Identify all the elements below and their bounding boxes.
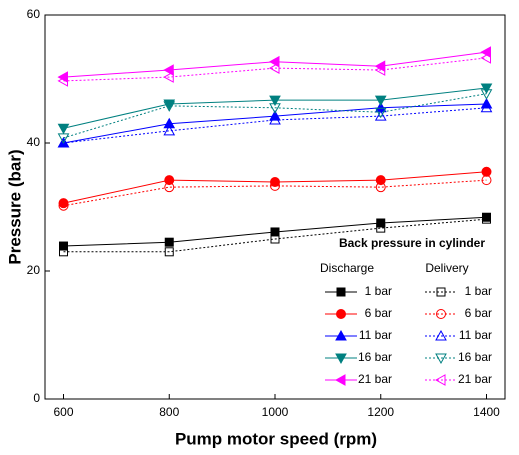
y-tick-label: 60 — [27, 7, 41, 21]
y-tick-label: 0 — [33, 391, 40, 405]
marker — [58, 198, 69, 209]
legend-marker — [335, 353, 347, 365]
marker — [57, 123, 70, 135]
marker — [374, 110, 387, 121]
marker — [163, 124, 176, 136]
plot-frame — [44, 14, 506, 400]
legend-label: 1 bar — [465, 284, 492, 298]
marker — [269, 113, 281, 125]
marker — [163, 117, 176, 129]
legend-label: 11 bar — [359, 328, 392, 342]
legend-marker — [436, 309, 446, 319]
marker — [480, 101, 493, 113]
marker — [59, 241, 69, 251]
legend-marker — [335, 329, 347, 341]
legend-label: 11 bar — [459, 328, 492, 342]
marker — [481, 212, 491, 222]
y-tick-label: 20 — [27, 263, 41, 277]
legend-label: 16 bar — [358, 350, 392, 364]
legend-marker — [336, 287, 346, 297]
legend-marker — [434, 374, 446, 386]
marker — [480, 52, 491, 64]
marker — [164, 182, 175, 193]
marker — [57, 133, 70, 144]
legend-title: Back pressure in cylinder — [339, 236, 485, 250]
marker — [270, 177, 280, 188]
marker — [59, 247, 69, 257]
marker — [374, 107, 387, 119]
series-line — [63, 218, 487, 253]
marker — [270, 234, 280, 244]
marker — [164, 247, 174, 257]
marker — [374, 95, 387, 107]
marker — [57, 136, 70, 148]
series-line — [63, 171, 487, 204]
marker — [269, 95, 281, 107]
marker — [481, 166, 492, 177]
marker — [480, 89, 493, 100]
x-tick-label: 1200 — [367, 405, 394, 419]
legend-label: 6 bar — [365, 306, 392, 320]
marker — [163, 64, 174, 76]
series-line — [63, 179, 487, 207]
legend-label: 1 bar — [365, 284, 392, 298]
legend-column-title: Discharge — [320, 261, 374, 275]
x-tick-label: 1400 — [473, 405, 500, 419]
legend-label: 16 bar — [458, 350, 492, 364]
marker — [164, 175, 175, 186]
marker — [269, 103, 281, 114]
series-line — [63, 107, 487, 144]
x-tick-label: 1000 — [262, 405, 289, 419]
series-line — [63, 57, 487, 82]
marker — [163, 71, 174, 83]
legend-label: 6 bar — [465, 306, 492, 320]
marker — [268, 62, 280, 74]
marker — [376, 218, 386, 228]
marker — [164, 237, 174, 247]
x-axis-title: Pump motor speed (rpm) — [175, 429, 377, 448]
legend-label: 21 bar — [358, 372, 392, 386]
marker — [270, 180, 280, 191]
x-tick-label: 600 — [53, 405, 73, 419]
marker — [480, 83, 493, 94]
legend-marker — [435, 353, 447, 365]
marker — [376, 223, 386, 233]
marker — [58, 200, 69, 211]
marker — [375, 182, 386, 193]
marker — [374, 64, 386, 76]
series-line — [63, 93, 487, 139]
marker — [57, 75, 69, 87]
legend-marker — [436, 287, 446, 297]
marker — [375, 175, 386, 186]
legend-marker — [435, 329, 447, 341]
marker — [270, 227, 280, 237]
x-tick-label: 800 — [159, 405, 179, 419]
marker — [163, 101, 176, 112]
marker — [481, 214, 491, 224]
legend-marker — [334, 374, 346, 386]
y-tick-label: 40 — [27, 135, 41, 149]
legend-marker — [336, 309, 346, 319]
y-axis-title: Pressure (bar) — [5, 149, 24, 264]
legend-column-title: Delivery — [425, 261, 468, 275]
marker — [481, 175, 492, 186]
legend-label: 21 bar — [458, 372, 492, 386]
